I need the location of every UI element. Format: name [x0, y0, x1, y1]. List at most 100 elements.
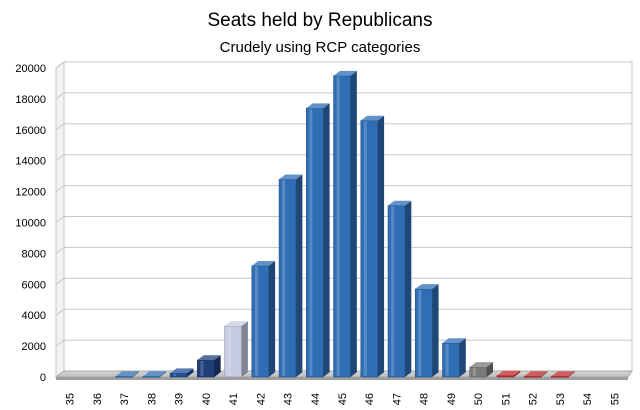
bar-53 — [551, 371, 575, 378]
bar-side — [404, 200, 412, 377]
bar-side — [486, 362, 494, 377]
bar — [551, 375, 569, 378]
bar — [197, 359, 215, 378]
bar-side — [187, 368, 194, 377]
y-tick-label: 18000 — [15, 94, 46, 106]
bar-44 — [306, 103, 330, 378]
bar — [387, 205, 406, 378]
gridline — [55, 246, 632, 254]
gridline — [55, 277, 632, 285]
y-tick-label: 10000 — [15, 218, 46, 230]
bar-top — [279, 174, 303, 180]
bar-side — [513, 370, 521, 377]
bar-side — [159, 371, 167, 377]
y-tick-label: 16000 — [15, 125, 46, 137]
bar-highlight — [445, 344, 449, 376]
chart-subtitle: Crudely using RCP categories — [220, 39, 421, 56]
bar-43 — [278, 174, 303, 378]
bar-side — [295, 174, 303, 377]
bar-top — [388, 200, 412, 206]
bar-39 — [169, 368, 194, 378]
bar-48 — [414, 284, 439, 378]
gridline — [55, 216, 632, 223]
bar-top — [333, 70, 357, 76]
bar-top — [442, 338, 466, 344]
bar-side — [241, 321, 248, 377]
gridline — [55, 154, 632, 162]
bar-47 — [387, 200, 412, 378]
x-tick-label: 55 — [609, 393, 621, 405]
bar-highlight — [418, 289, 422, 376]
bar-highlight — [254, 266, 258, 376]
bar-side — [541, 371, 548, 377]
y-tick-label: 20000 — [15, 63, 46, 75]
y-tick-label: 8000 — [22, 248, 46, 260]
bar-highlight — [227, 327, 231, 376]
bar-highlight — [200, 361, 204, 376]
x-tick-label: 54 — [582, 393, 594, 405]
x-tick-label: 49 — [446, 393, 458, 405]
x-tick-label: 47 — [391, 393, 403, 405]
y-tick-label: 14000 — [15, 156, 46, 168]
x-tick-label: 51 — [500, 393, 512, 405]
bar-side — [350, 70, 357, 378]
x-tick-label: 53 — [555, 393, 567, 405]
bar-top — [224, 321, 248, 327]
bar — [469, 366, 487, 378]
bar-42 — [251, 260, 276, 378]
x-tick-label: 40 — [201, 393, 213, 405]
bar — [115, 375, 133, 378]
x-tick-label: 42 — [255, 393, 267, 405]
y-tick-label: 2000 — [22, 341, 46, 353]
bar-highlight — [282, 180, 286, 376]
bar-49 — [442, 338, 466, 378]
bar-37 — [115, 371, 139, 378]
gridline — [55, 61, 632, 69]
gridline — [55, 308, 632, 316]
bar-side — [214, 355, 221, 377]
x-tick-label: 38 — [146, 393, 158, 405]
bar-highlight — [391, 206, 395, 376]
x-tick-label: 52 — [528, 393, 540, 405]
y-axis-tick-labels: 0 2000 4000 6000 8000 10000 12000 14000 16000 180… — [15, 63, 46, 384]
bar-top — [524, 371, 548, 377]
x-tick-label: 39 — [174, 393, 186, 405]
bar — [278, 178, 297, 378]
y-tick-label: 0 — [40, 372, 46, 384]
bar-highlight — [363, 121, 367, 376]
x-tick-label: 43 — [283, 393, 295, 405]
bar-top — [197, 355, 221, 361]
bar — [414, 288, 433, 378]
bar-side — [323, 103, 330, 378]
bar — [224, 325, 242, 378]
bar-side — [377, 115, 385, 377]
bar-top — [142, 371, 167, 377]
bar-top — [115, 371, 139, 377]
bar — [169, 372, 188, 378]
x-tick-label: 46 — [364, 393, 376, 405]
bar-highlight — [309, 109, 313, 377]
bar-side — [568, 371, 575, 377]
gridline — [55, 123, 632, 131]
bar — [496, 375, 515, 378]
bar-side — [268, 260, 276, 377]
bars — [115, 70, 575, 378]
bar-38 — [142, 371, 167, 378]
bar-highlight — [472, 367, 476, 376]
bar-52 — [523, 371, 548, 378]
bar-top — [170, 368, 194, 374]
bar-40 — [197, 355, 221, 378]
y-tick-label: 12000 — [15, 187, 46, 199]
bar-45 — [333, 70, 357, 378]
bar — [360, 120, 378, 378]
bar — [523, 375, 542, 378]
bar — [142, 375, 161, 378]
bar-top — [360, 115, 385, 121]
x-axis-tick-labels: 35 36 37 38 39 40 41 42 43 44 45 46 47 48 49 50 51 52 53 54… — [65, 393, 622, 405]
bar — [333, 75, 351, 378]
bar-highlight — [336, 76, 340, 376]
x-tick-label: 36 — [92, 393, 104, 405]
bar-side — [432, 284, 439, 377]
